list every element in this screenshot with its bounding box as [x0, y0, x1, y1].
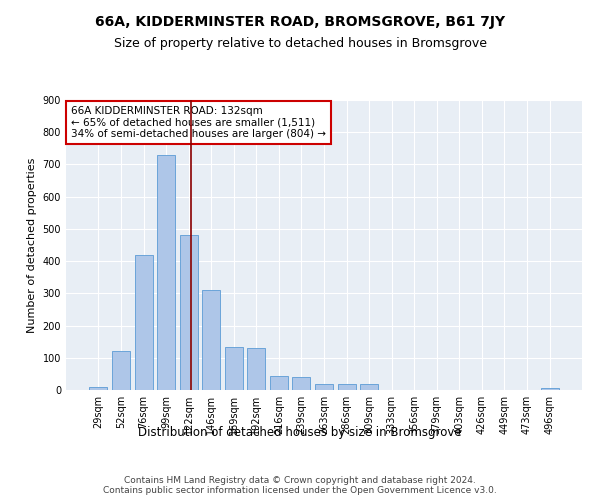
- Bar: [89, 387, 107, 390]
- Y-axis label: Number of detached properties: Number of detached properties: [27, 158, 37, 332]
- Bar: [112, 352, 130, 390]
- Text: 66A, KIDDERMINSTER ROAD, BROMSGROVE, B61 7JY: 66A, KIDDERMINSTER ROAD, BROMSGROVE, B61…: [95, 15, 505, 29]
- Bar: [360, 384, 378, 390]
- Text: 66A KIDDERMINSTER ROAD: 132sqm
← 65% of detached houses are smaller (1,511)
34% : 66A KIDDERMINSTER ROAD: 132sqm ← 65% of …: [71, 106, 326, 139]
- Bar: [292, 377, 310, 390]
- Bar: [179, 236, 198, 390]
- Bar: [225, 346, 243, 390]
- Bar: [270, 376, 288, 390]
- Bar: [202, 290, 220, 390]
- Text: Contains HM Land Registry data © Crown copyright and database right 2024.
Contai: Contains HM Land Registry data © Crown c…: [103, 476, 497, 495]
- Bar: [134, 254, 152, 390]
- Bar: [338, 384, 356, 390]
- Bar: [157, 155, 175, 390]
- Text: Size of property relative to detached houses in Bromsgrove: Size of property relative to detached ho…: [113, 38, 487, 51]
- Bar: [315, 384, 333, 390]
- Text: Distribution of detached houses by size in Bromsgrove: Distribution of detached houses by size …: [138, 426, 462, 439]
- Bar: [541, 388, 559, 390]
- Bar: [247, 348, 265, 390]
